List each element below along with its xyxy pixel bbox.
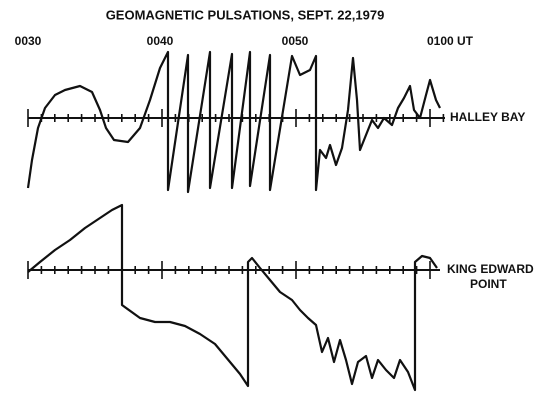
time-label: 0050 bbox=[282, 34, 309, 48]
station-label: KING EDWARD bbox=[447, 262, 534, 276]
station-label: POINT bbox=[470, 277, 507, 291]
station-label: HALLEY BAY bbox=[450, 110, 525, 124]
ticks bbox=[27, 109, 445, 279]
trace-halley bbox=[26, 50, 441, 194]
chart-title: GEOMAGNETIC PULSATIONS, SEPT. 22,1979 bbox=[106, 7, 385, 22]
time-label: 0100 UT bbox=[427, 34, 474, 48]
time-label: 0040 bbox=[147, 34, 174, 48]
time-label: 0030 bbox=[15, 34, 42, 48]
trace-king-edward bbox=[27, 203, 438, 392]
